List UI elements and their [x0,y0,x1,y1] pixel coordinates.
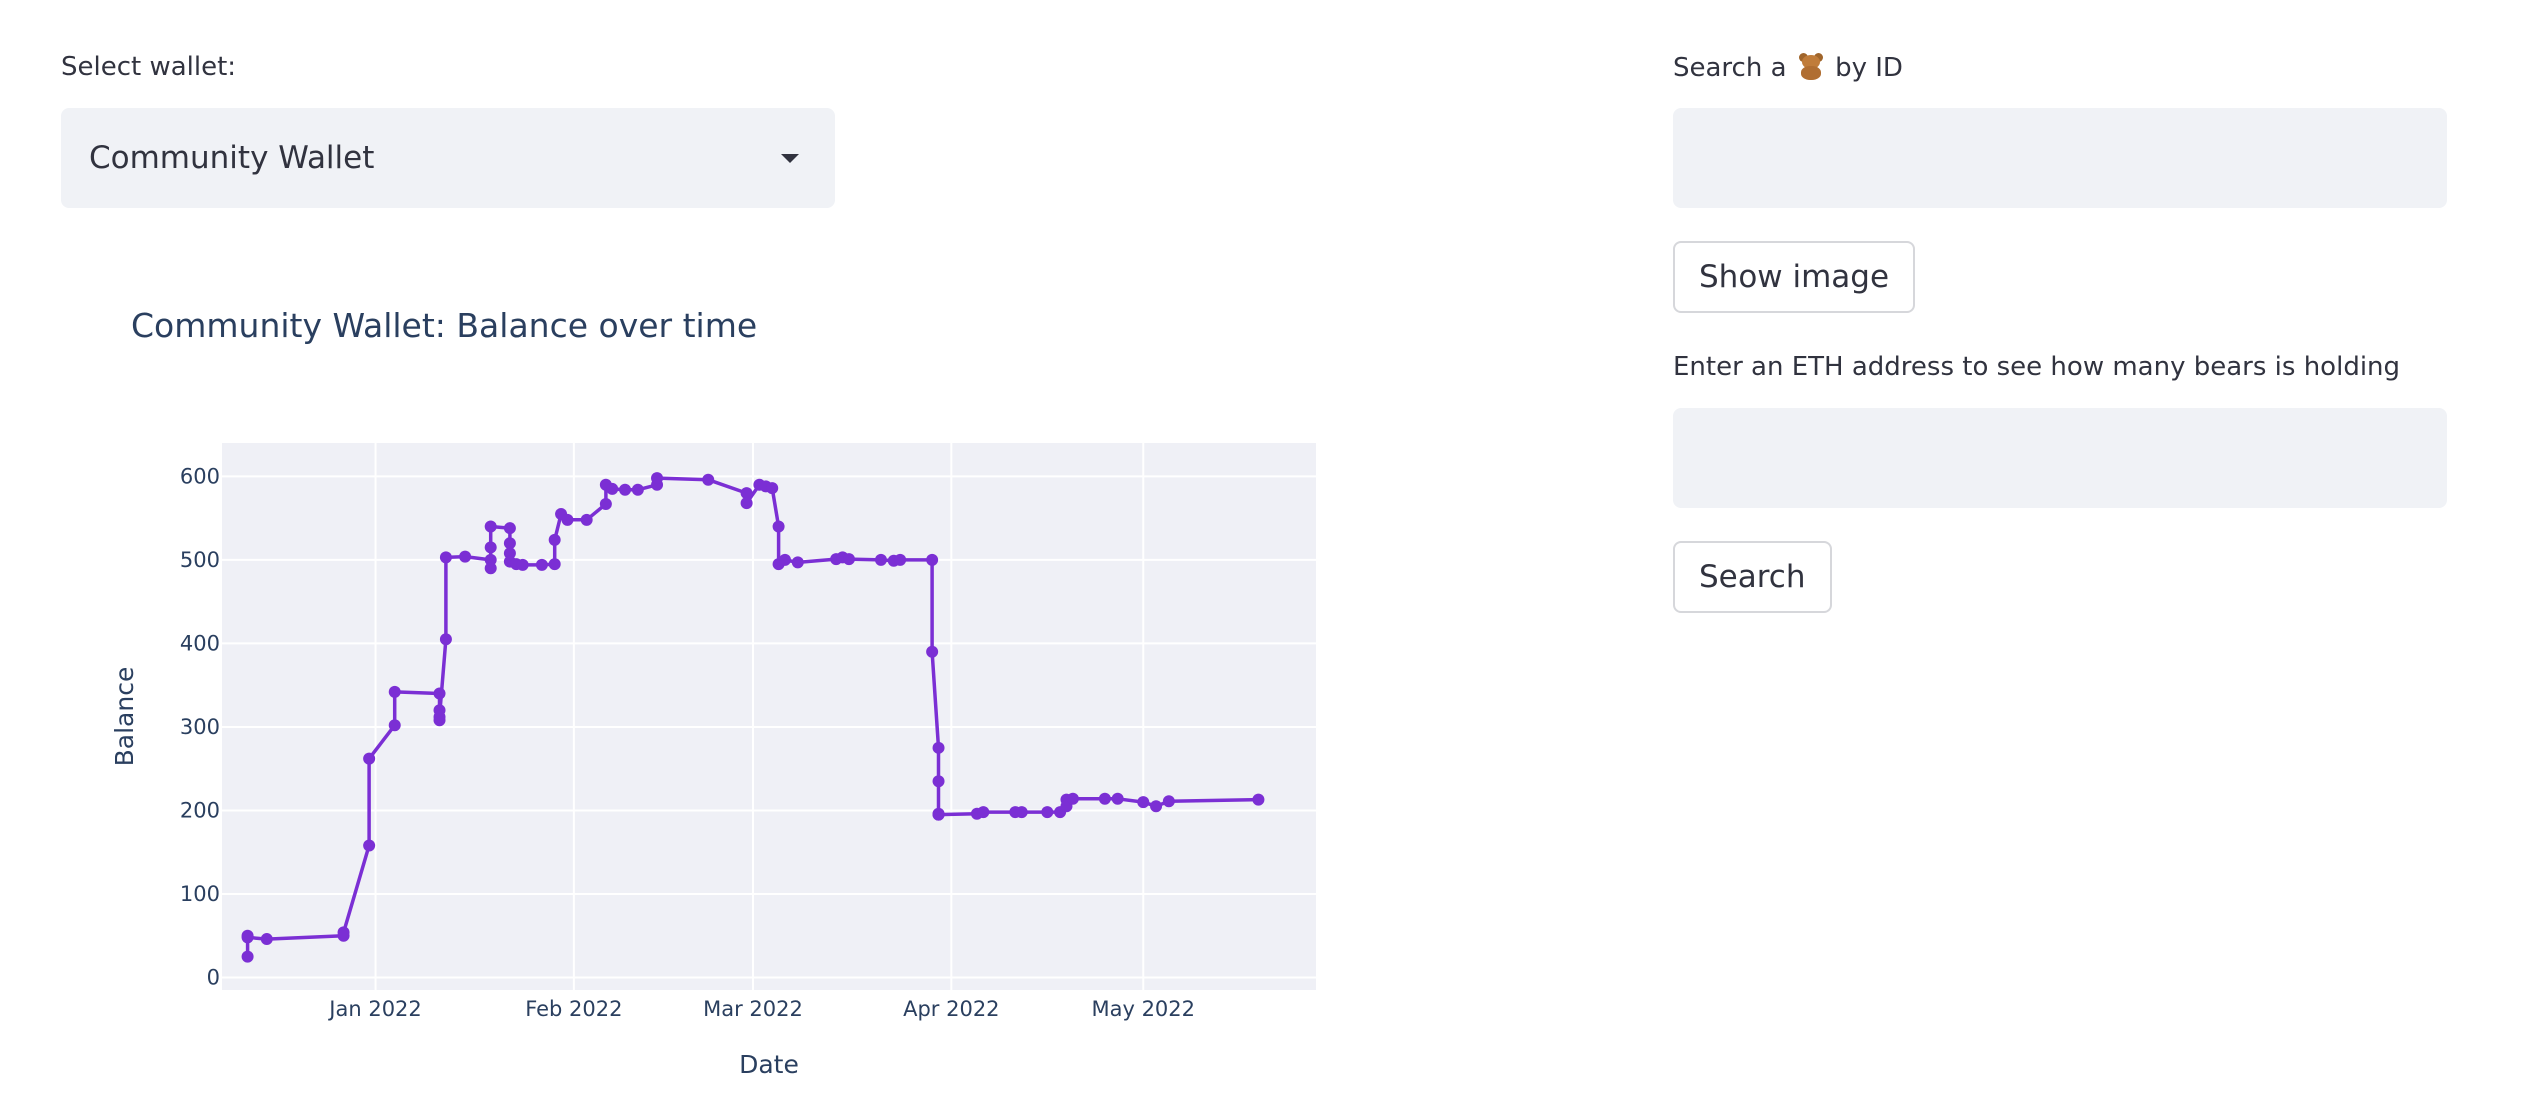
y-tick-label: 400 [180,631,220,655]
x-axis-label: Date [739,1050,799,1079]
balance-data-point [778,553,791,566]
plot-area [222,443,1316,990]
balance-data-point [503,522,516,535]
balance-data-point [766,482,779,495]
balance-data-point [439,551,452,564]
balance-data-point [484,562,497,575]
balance-data-point [1137,796,1150,809]
balance-data-point [791,556,804,569]
balance-data-point [459,550,472,563]
y-tick-label: 600 [180,464,220,488]
eth-address-input[interactable] [1673,408,2447,508]
balance-data-point [363,839,376,852]
balance-data-point [241,950,254,963]
balance-data-point [388,719,401,732]
y-tick-label: 0 [207,965,220,989]
search-id-label-prefix: Search a [1673,53,1787,83]
balance-data-point [1098,792,1111,805]
balance-data-point [337,926,350,939]
search-id-label: Search a by ID [1673,52,1903,83]
eth-address-label: Enter an ETH address to see how many bea… [1673,352,2401,382]
balance-data-point [241,931,254,944]
show-image-button[interactable]: Show image [1673,241,1916,313]
search-id-label-suffix: by ID [1835,53,1903,83]
balance-data-point [932,775,945,788]
y-tick-label: 500 [180,548,220,572]
balance-data-point [548,533,561,546]
search-id-input[interactable] [1673,108,2447,208]
balance-data-point [874,553,887,566]
balance-data-point [606,482,619,495]
balance-data-point [503,547,516,560]
x-tick-label: May 2022 [1091,997,1195,1021]
balance-data-point [932,808,945,821]
balance-data-point [926,553,939,566]
balance-data-point [484,553,497,566]
balance-data-point [926,645,939,658]
balance-data-point [503,537,516,550]
balance-data-point [932,741,945,754]
chart-title: Community Wallet: Balance over time [131,306,758,345]
wallet-select-value: Community Wallet [89,140,375,176]
balance-data-point [1150,800,1163,813]
balance-data-point [842,553,855,566]
balance-data-point [1041,806,1054,819]
balance-data-point [599,497,612,510]
y-axis-label: Balance [110,667,139,767]
balance-data-point [1252,793,1265,806]
balance-data-point [535,558,548,571]
balance-data-point [772,520,785,533]
balance-data-point [433,710,446,723]
balance-data-point [388,685,401,698]
balance-data-point [631,483,644,496]
balance-data-point [1111,792,1124,805]
x-tick-label: Jan 2022 [327,997,422,1021]
balance-data-point [484,520,497,533]
balance-data-point [619,483,632,496]
balance-data-point [561,513,574,526]
balance-data-point [580,513,593,526]
y-tick-label: 100 [180,882,220,906]
balance-data-point [740,487,753,500]
balance-data-point [1066,792,1079,805]
balance-data-point [1015,806,1028,819]
balance-data-point [484,541,497,554]
x-tick-label: Mar 2022 [703,997,803,1021]
teddy-bear-icon [1797,52,1825,80]
search-button[interactable]: Search [1673,541,1832,613]
wallet-select-label: Select wallet: [61,52,237,82]
balance-data-point [1162,795,1175,808]
wallet-select[interactable]: Community Wallet [61,108,835,208]
balance-data-point [977,806,990,819]
x-tick-label: Apr 2022 [903,997,999,1021]
balance-chart: Jan 2022 Feb 2022 Mar 2022 Apr 2022 May 2022… [110,443,1316,1079]
chevron-down-icon[interactable] [781,154,799,163]
balance-data-point [260,933,273,946]
y-tick-label: 300 [180,715,220,739]
balance-data-point [548,558,561,571]
balance-data-point [740,497,753,510]
balance-data-point [894,553,907,566]
x-tick-label: Feb 2022 [525,997,622,1021]
balance-data-point [433,687,446,700]
y-tick-label: 200 [180,798,220,822]
balance-data-point [516,558,529,571]
balance-data-point [439,633,452,646]
balance-data-point [651,472,664,485]
balance-data-point [363,752,376,765]
balance-data-point [702,473,715,486]
